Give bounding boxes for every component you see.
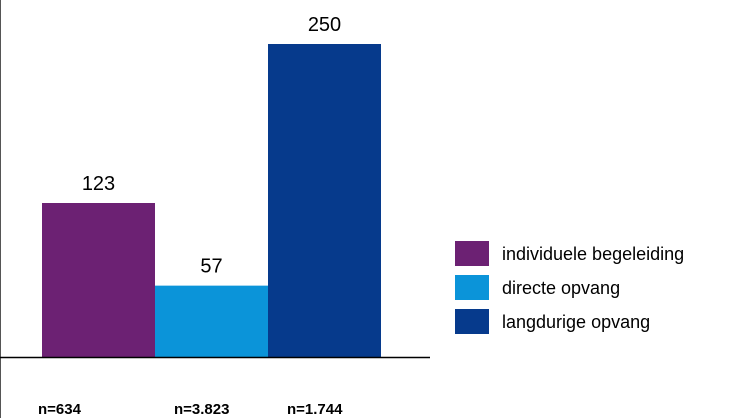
category-label: n=3.823 [174, 401, 229, 418]
data-label-individuele-begeleiding: 123 [82, 173, 115, 195]
data-label-directe-opvang: 57 [200, 256, 222, 278]
legend-label-directe-opvang: directe opvang [502, 278, 620, 298]
category-label: n=634 [38, 401, 82, 418]
legend-swatch-langdurige-opvang [455, 309, 489, 334]
legend-swatch-individuele-begeleiding [455, 241, 489, 266]
legend: individuele begeleiding directe opvang lan… [455, 241, 684, 334]
category-labels: n=634 n=3.823 n=1.744 [38, 401, 343, 418]
legend-swatch-directe-opvang [455, 275, 489, 300]
data-label-langdurige-opvang: 250 [308, 14, 341, 36]
bars-group: 123 57 250 [42, 14, 381, 357]
category-label: n=1.744 [287, 401, 343, 418]
legend-label-individuele-begeleiding: individuele begeleiding [502, 244, 684, 264]
bar-individuele-begeleiding [42, 203, 155, 357]
legend-label-langdurige-opvang: langdurige opvang [502, 312, 650, 332]
bar-directe-opvang [155, 285, 268, 357]
bar-langdurige-opvang [268, 44, 381, 357]
